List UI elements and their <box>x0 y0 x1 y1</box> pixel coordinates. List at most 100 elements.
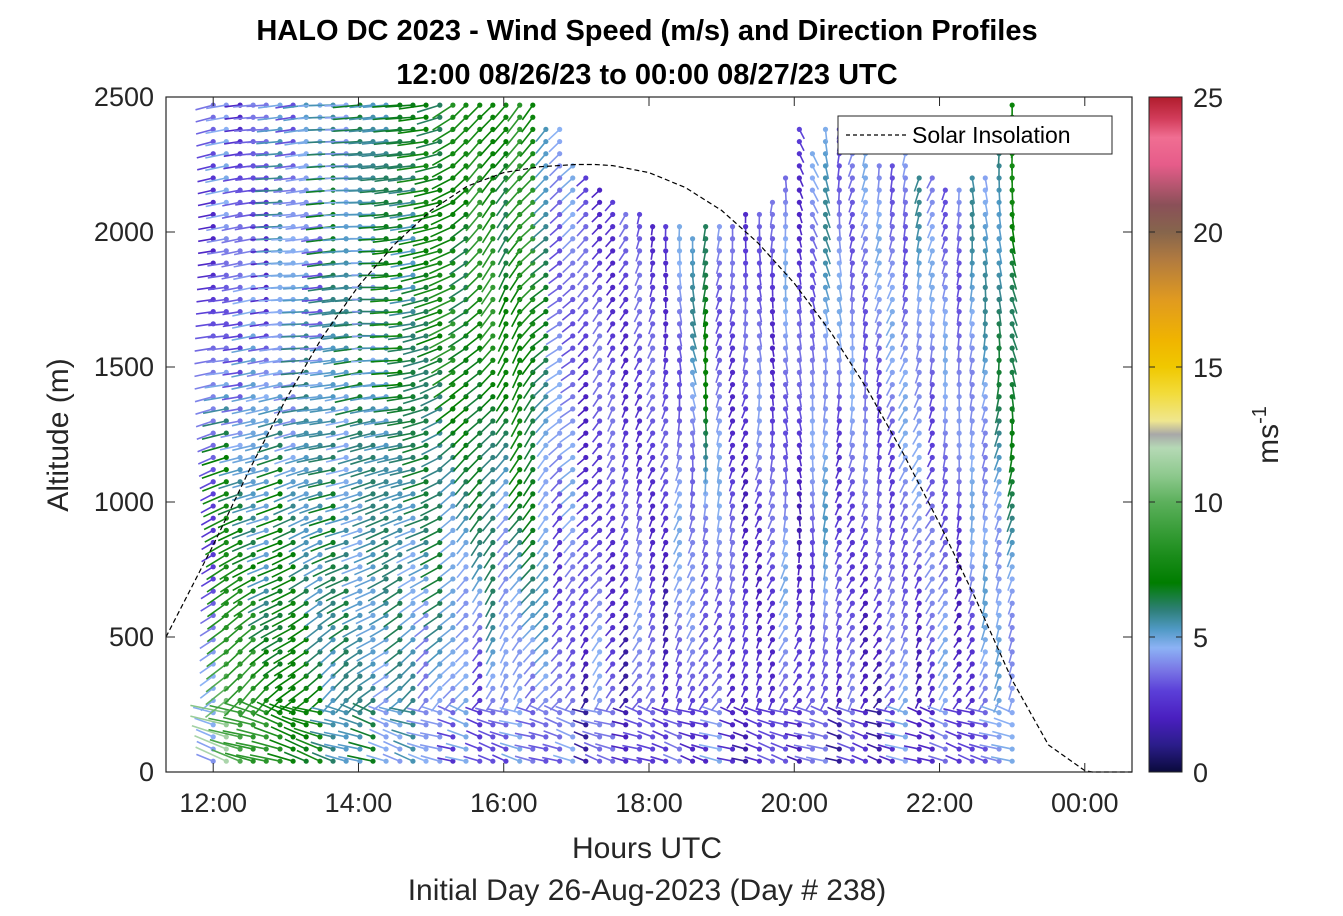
wind-barb-point <box>837 601 842 606</box>
wind-barb-point <box>357 637 362 642</box>
wind-barb-point <box>557 285 562 290</box>
wind-barb-point <box>730 321 735 326</box>
wind-barb-point <box>663 394 668 399</box>
wind-barb-point <box>423 674 428 679</box>
wind-barb-point <box>370 528 375 533</box>
wind-barb-point <box>690 759 695 764</box>
wind-barb-point <box>383 503 388 508</box>
wind-barb-point <box>610 710 615 715</box>
wind-barb-point <box>663 321 668 326</box>
wind-barb-point <box>783 601 788 606</box>
wind-barb-point <box>344 589 349 594</box>
wind-barb-point <box>397 734 402 739</box>
wind-barb-point <box>650 552 655 557</box>
wind-barb-point <box>650 455 655 460</box>
wind-barb-point <box>277 516 282 521</box>
wind-barb-point <box>503 686 508 691</box>
wind-barb-shaft <box>300 348 320 349</box>
wind-barb-point <box>637 224 642 229</box>
wind-barb-point <box>677 528 682 533</box>
wind-barb-point <box>650 516 655 521</box>
wind-barb-point <box>264 503 269 508</box>
wind-barb-point <box>597 649 602 654</box>
wind-barb-point <box>743 746 748 751</box>
wind-barb-point <box>597 576 602 581</box>
wind-barb-point <box>810 163 815 168</box>
wind-barb-point <box>663 637 668 642</box>
wind-barb-point <box>663 224 668 229</box>
wind-barb-point <box>730 333 735 338</box>
wind-barb-point <box>557 333 562 338</box>
wind-barb-point <box>797 576 802 581</box>
wind-barb-point <box>730 491 735 496</box>
wind-barb-point <box>264 552 269 557</box>
wind-barb-point <box>650 491 655 496</box>
wind-barb-point <box>743 613 748 618</box>
wind-barb-point <box>517 722 522 727</box>
wind-barb-point <box>757 564 762 569</box>
wind-barb-point <box>637 321 642 326</box>
wind-barb-point <box>663 564 668 569</box>
wind-barb-point <box>677 576 682 581</box>
wind-barb-point <box>557 151 562 156</box>
wind-barb-point <box>450 516 455 521</box>
wind-barb-point <box>770 686 775 691</box>
wind-barb-point <box>344 467 349 472</box>
wind-barb-point <box>357 516 362 521</box>
wind-barb-point <box>797 455 802 460</box>
wind-barb-point <box>583 443 588 448</box>
wind-barb-point <box>490 394 495 399</box>
wind-barb-point <box>450 649 455 654</box>
wind-barb-point <box>717 710 722 715</box>
wind-barb-point <box>663 443 668 448</box>
wind-barb-point <box>650 746 655 751</box>
wind-barb-point <box>224 734 229 739</box>
wind-barb-point <box>650 698 655 703</box>
wind-barb-point <box>264 613 269 618</box>
wind-barb-point <box>703 625 708 630</box>
wind-barb-point <box>757 479 762 484</box>
wind-barb-point <box>690 382 695 387</box>
wind-barb-point <box>423 151 428 156</box>
wind-barb-point <box>783 589 788 594</box>
wind-barb-point <box>717 333 722 338</box>
wind-barb-point <box>530 139 535 144</box>
wind-barb-point <box>437 188 442 193</box>
wind-barb-point <box>610 613 615 618</box>
wind-barb-point <box>423 491 428 496</box>
wind-barb-point <box>610 443 615 448</box>
wind-barb-point <box>610 248 615 253</box>
wind-barb-point <box>224 564 229 569</box>
wind-barb-point <box>530 443 535 448</box>
wind-barb-point <box>410 321 415 326</box>
wind-barb-point <box>703 613 708 618</box>
wind-barb-point <box>543 321 548 326</box>
wind-barb-point <box>570 625 575 630</box>
wind-barb-point <box>810 649 815 654</box>
wind-barb-point <box>770 564 775 569</box>
wind-barb-point <box>730 734 735 739</box>
wind-barb-point <box>251 613 256 618</box>
wind-barb-point <box>810 224 815 229</box>
wind-barb-point <box>264 491 269 496</box>
wind-barb-point <box>357 503 362 508</box>
wind-barb-point <box>757 212 762 217</box>
wind-barb-point <box>410 491 415 496</box>
wind-barb-point <box>517 455 522 460</box>
wind-barb-point <box>251 455 256 460</box>
wind-barb-point <box>637 297 642 302</box>
wind-barb-point <box>623 406 628 411</box>
wind-barb-point <box>663 613 668 618</box>
wind-barb-point <box>597 224 602 229</box>
wind-barb-point <box>543 394 548 399</box>
wind-barb-point <box>677 503 682 508</box>
wind-barb-point <box>423 528 428 533</box>
wind-barb-point <box>410 443 415 448</box>
wind-barb-shaft <box>232 543 253 552</box>
wind-barb-point <box>530 686 535 691</box>
wind-barb-point <box>264 418 269 423</box>
wind-barb-point <box>477 601 482 606</box>
wind-barb-point <box>490 443 495 448</box>
wind-barb-point <box>650 625 655 630</box>
